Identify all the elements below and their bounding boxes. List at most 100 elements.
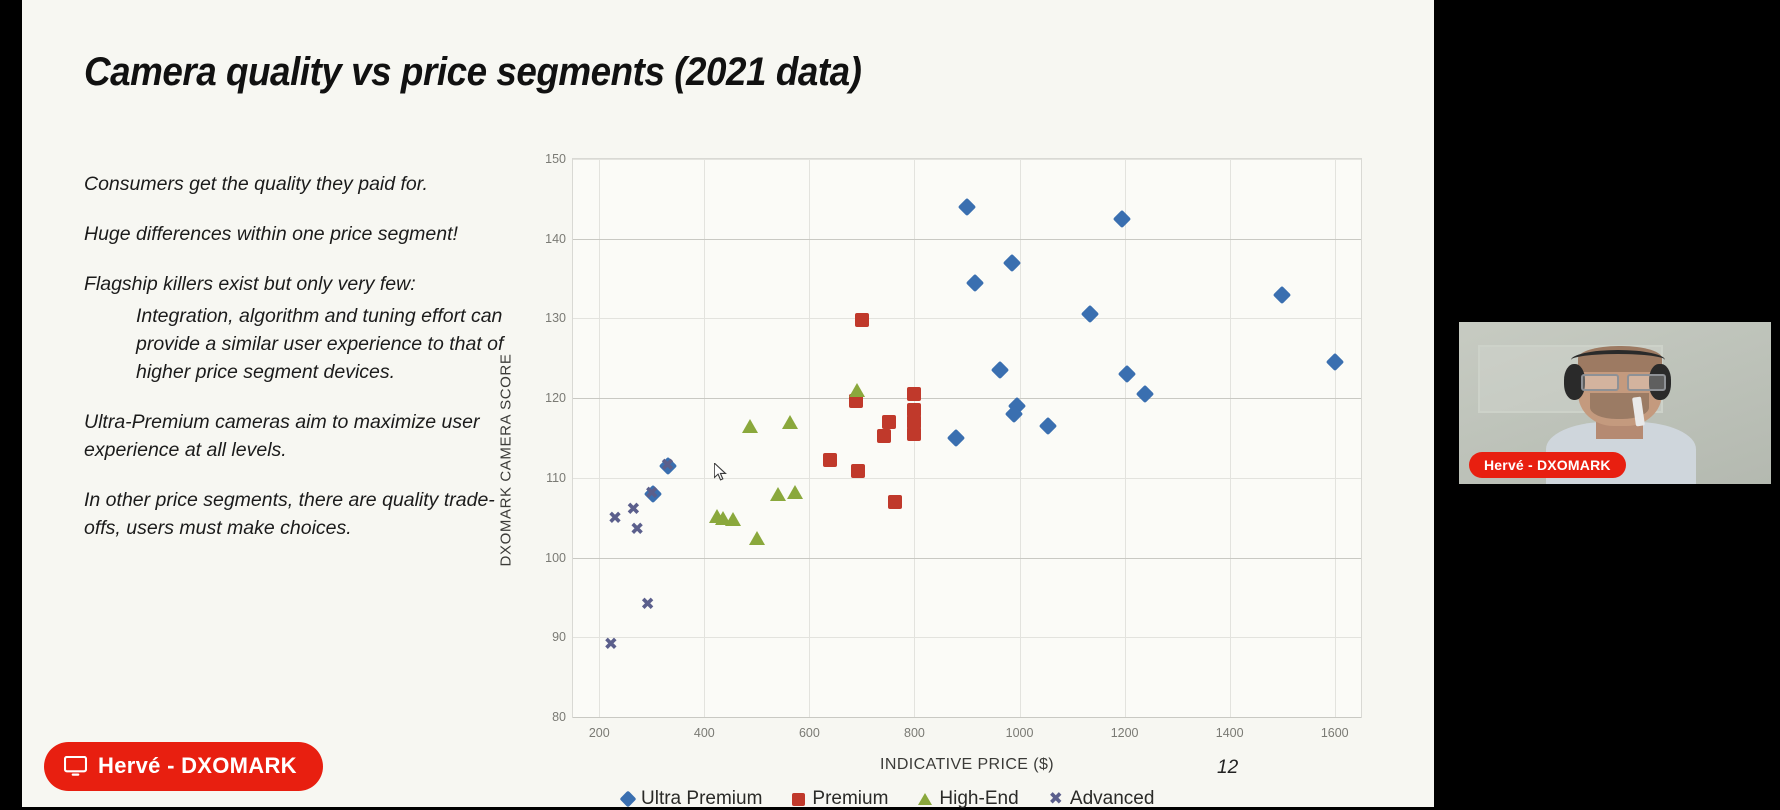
plot-area: 200 400 600 800 1000 1200 1400 1600 80 90 100 110 12… <box>545 152 1362 740</box>
square-marker-icon <box>792 792 806 806</box>
bullet-1: Consumers get the quality they paid for. <box>84 173 428 195</box>
data-point-diamond <box>957 197 977 217</box>
data-point-diamond <box>1118 365 1137 384</box>
screen-share-icon <box>64 755 87 776</box>
legend-label: Premium <box>812 788 889 809</box>
legend-label: Ultra Premium <box>641 788 763 809</box>
headset-band <box>1571 349 1665 370</box>
bullet-2: Huge differences within one price segmen… <box>84 223 458 245</box>
y-tick-label: 140 <box>545 231 566 246</box>
shared-slide: Camera quality vs price segments (2021 d… <box>22 0 1434 809</box>
data-point-diamond <box>1272 285 1292 304</box>
x-tick-label: 1400 <box>1215 726 1244 740</box>
data-point-diamond <box>990 361 1009 380</box>
y-gridline <box>573 159 1361 160</box>
x-tick-label: 1000 <box>1005 726 1034 740</box>
data-point-x: ✖ <box>644 483 659 504</box>
data-point-x: ✖ <box>607 508 623 529</box>
slide-bullets: Consumers get the quality they paid for.… <box>84 170 504 564</box>
data-point-triangle <box>742 419 759 434</box>
legend-item-ultra-premium: Ultra Premium <box>619 788 763 810</box>
y-tick-label: 100 <box>545 550 566 565</box>
data-point-diamond <box>947 428 966 448</box>
data-point-x: ✖ <box>603 634 618 655</box>
y-gridline <box>573 318 1361 320</box>
data-point-triangle <box>769 486 786 501</box>
data-point-square <box>882 415 897 430</box>
cross-marker-icon: ✖ <box>1048 788 1063 809</box>
y-gridline <box>573 557 1361 559</box>
data-point-square <box>850 464 865 479</box>
x-gridline <box>1019 159 1021 717</box>
data-point-triangle <box>709 509 726 524</box>
x-tick-label: 1600 <box>1320 726 1349 740</box>
x-gridline <box>704 159 706 717</box>
data-point-square <box>823 453 838 468</box>
y-tick-label: 120 <box>545 391 566 406</box>
bullet-5: In other price segments, there are quali… <box>84 489 495 539</box>
x-tick-label: 800 <box>904 726 925 740</box>
y-gridline <box>573 238 1361 240</box>
x-tick-label: 600 <box>798 726 820 740</box>
data-point-diamond <box>965 273 985 292</box>
legend-label: High-End <box>939 788 1019 809</box>
page-title: Camera quality vs price segments (2021 d… <box>84 50 862 94</box>
data-point-square <box>907 415 922 430</box>
data-point-square <box>876 429 891 444</box>
data-point-diamond <box>1081 305 1100 324</box>
x-gridline <box>1124 159 1126 717</box>
y-tick-label: 80 <box>552 710 566 724</box>
y-gridline <box>573 398 1361 400</box>
data-point-x: ✖ <box>626 499 641 520</box>
y-gridline <box>573 717 1361 718</box>
eyeglass-left <box>1580 373 1619 391</box>
x-tick-label: 200 <box>588 726 610 740</box>
bullet-3: Flagship killers exist but only very few… <box>84 273 416 295</box>
scatter-chart: DXOMARK CAMERA SCORE INDICATIVE PRICE ($… <box>498 140 1392 809</box>
bullet-3-sub: Integration, algorithm and tuning effort… <box>136 305 504 383</box>
participant-video-tile[interactable]: Hervé - DXOMARK <box>1455 318 1775 488</box>
y-axis-label: DXOMARK CAMERA SCORE <box>497 353 515 567</box>
y-tick-label: 110 <box>546 470 566 485</box>
data-point-diamond <box>1135 384 1154 404</box>
data-point-triangle <box>748 530 765 545</box>
presenter-name: Hervé - DXOMARK <box>98 753 297 778</box>
data-point-triangle <box>848 383 865 398</box>
presenter-name-pill: Hervé - DXOMARK <box>44 742 323 791</box>
diamond-marker-icon <box>619 790 637 808</box>
x-gridline <box>809 159 811 717</box>
data-point-triangle <box>786 485 803 500</box>
data-point-square <box>907 387 922 402</box>
data-point-diamond <box>1039 416 1058 436</box>
x-tick-label: 400 <box>693 726 715 740</box>
slide-page-number: 12 <box>1217 757 1239 778</box>
data-point-x: ✖ <box>629 519 645 540</box>
data-point-x: ✖ <box>640 594 655 615</box>
x-gridline <box>1229 159 1231 717</box>
eyeglass-right <box>1627 373 1666 391</box>
mouse-cursor-icon <box>714 463 727 481</box>
triangle-marker-icon <box>918 793 933 805</box>
data-point-diamond <box>1325 353 1344 372</box>
y-tick-label: 90 <box>552 630 566 645</box>
y-gridline <box>573 637 1361 639</box>
bullet-4: Ultra-Premium cameras aim to maximize us… <box>84 411 480 461</box>
data-point-triangle <box>781 415 798 430</box>
legend-item-high-end: High-End <box>918 788 1019 810</box>
y-tick-label: 150 <box>545 152 566 166</box>
data-point-x: ✖ <box>660 455 675 476</box>
data-point-diamond <box>1002 253 1021 272</box>
y-tick-label: 130 <box>545 311 566 326</box>
legend-label: Advanced <box>1069 788 1155 809</box>
y-gridline <box>573 477 1361 479</box>
x-gridline <box>1334 159 1336 717</box>
headset-earcup-right <box>1649 364 1672 400</box>
x-tick-label: 1200 <box>1110 726 1139 740</box>
data-point-triangle <box>725 512 742 527</box>
x-gridline <box>599 159 601 717</box>
data-point-square <box>854 313 869 328</box>
video-stream <box>1459 322 1771 484</box>
participant-name-badge: Hervé - DXOMARK <box>1469 452 1626 478</box>
data-point-square <box>907 403 922 418</box>
